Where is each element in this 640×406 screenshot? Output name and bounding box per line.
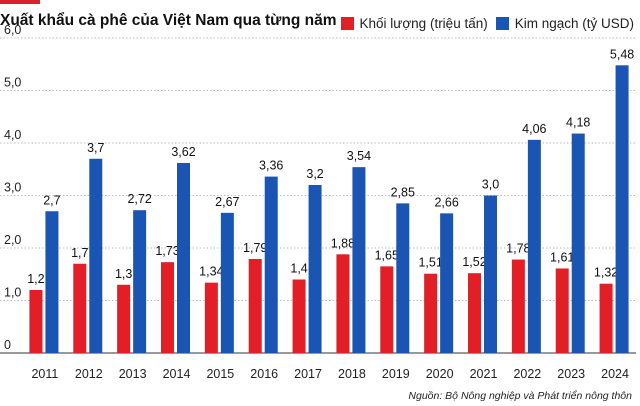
- data-label-value: 2,66: [434, 195, 458, 209]
- x-tick-label: 2024: [601, 367, 629, 381]
- x-tick-label: 2017: [294, 367, 322, 381]
- data-label-volume: 1,7: [71, 246, 88, 260]
- legend-swatch-value: [495, 17, 509, 30]
- y-tick-label: 5,0: [4, 76, 21, 90]
- data-label-value: 2,72: [127, 192, 151, 206]
- bar-value: [133, 210, 147, 353]
- x-tick-label: 2014: [163, 367, 191, 381]
- data-label-value: 2,67: [215, 195, 239, 209]
- bar-volume: [248, 259, 262, 353]
- bar-value: [45, 211, 59, 353]
- data-label-value: 3,62: [171, 145, 195, 159]
- data-label-value: 3,0: [482, 178, 499, 192]
- data-label-volume: 1,61: [550, 250, 574, 264]
- bar-value: [440, 213, 454, 353]
- data-label-volume: 1,3: [115, 267, 132, 281]
- x-tick-label: 2018: [338, 367, 366, 381]
- data-label-value: 2,85: [391, 185, 415, 199]
- legend-item-volume: Khối lượng (triệu tấn): [340, 16, 488, 31]
- data-label-value: 3,7: [87, 141, 104, 155]
- data-label-volume: 1,4: [290, 262, 307, 276]
- data-label-volume: 1,78: [506, 242, 530, 256]
- data-label-volume: 1,88: [331, 236, 355, 250]
- y-tick-label: 2,0: [4, 233, 21, 247]
- bar-volume: [555, 268, 569, 353]
- x-tick-label: 2015: [206, 367, 234, 381]
- bar-volume: [336, 254, 350, 353]
- data-label-value: 3,2: [306, 167, 323, 181]
- legend-item-value: Kim ngạch (tỷ USD): [495, 16, 634, 31]
- y-tick-label: 1,0: [4, 286, 21, 300]
- legend: Khối lượng (triệu tấn) Kim ngạch (tỷ USD…: [340, 16, 634, 31]
- x-tick-label: 2022: [513, 367, 541, 381]
- bar-value: [484, 195, 497, 353]
- x-tick-label: 2011: [31, 367, 58, 381]
- data-label-volume: 1,79: [243, 241, 267, 255]
- bar-volume: [161, 262, 174, 353]
- data-label-volume: 1,2: [27, 272, 44, 286]
- legend-label-volume: Khối lượng (triệu tấn): [359, 16, 488, 31]
- y-tick-label: 3,0: [4, 181, 21, 195]
- bar-value: [89, 158, 103, 353]
- bar-volume: [29, 290, 43, 353]
- data-label-value: 3,36: [259, 159, 283, 173]
- bar-value: [527, 139, 541, 353]
- bar-volume: [511, 259, 525, 353]
- x-tick-label: 2019: [382, 367, 410, 381]
- x-tick-label: 2020: [426, 367, 454, 381]
- accent-bar: [0, 0, 40, 4]
- data-label-volume: 1,52: [462, 255, 486, 269]
- y-tick-label: 0: [4, 338, 11, 352]
- bar-value: [352, 167, 366, 353]
- source-note: Nguồn: Bộ Nông nghiệp và Phát triển nông…: [408, 390, 632, 402]
- bar-volume: [380, 266, 394, 353]
- y-tick-label: 6,0: [4, 23, 21, 37]
- bar-value: [264, 176, 278, 353]
- x-tick-label: 2021: [470, 367, 498, 381]
- x-tick-label: 2012: [75, 367, 103, 381]
- data-label-value: 5,48: [610, 47, 634, 61]
- data-label-volume: 1,73: [155, 244, 179, 258]
- data-label-value: 2,7: [43, 193, 60, 207]
- bar-volume: [204, 282, 218, 353]
- y-tick-label: 4,0: [4, 128, 21, 142]
- bar-volume: [292, 279, 306, 353]
- data-label-volume: 1,65: [375, 248, 399, 262]
- legend-label-value: Kim ngạch (tỷ USD): [514, 16, 634, 31]
- x-tick-label: 2016: [250, 367, 278, 381]
- bar-volume: [599, 283, 613, 353]
- bar-volume: [117, 284, 131, 353]
- data-label-value: 3,54: [347, 149, 371, 163]
- bar-value: [177, 162, 190, 353]
- data-label-value: 4,06: [522, 122, 546, 136]
- bar-value: [220, 212, 234, 353]
- data-label-value: 4,18: [566, 116, 590, 130]
- data-label-volume: 1,32: [594, 266, 618, 280]
- bar-value: [615, 65, 629, 354]
- x-tick-label: 2023: [557, 367, 585, 381]
- bar-value: [308, 185, 322, 353]
- bar-volume: [73, 263, 87, 353]
- bar-volume: [424, 273, 438, 353]
- legend-swatch-volume: [340, 17, 354, 30]
- bar-volume: [468, 273, 481, 353]
- data-label-volume: 1,34: [199, 265, 223, 279]
- x-tick-label: 2013: [119, 367, 147, 381]
- data-label-volume: 1,51: [418, 256, 442, 270]
- bar-value: [396, 203, 410, 353]
- chart-title: Xuất khẩu cà phê của Việt Nam qua từng n…: [0, 12, 337, 29]
- bar-value: [571, 133, 585, 353]
